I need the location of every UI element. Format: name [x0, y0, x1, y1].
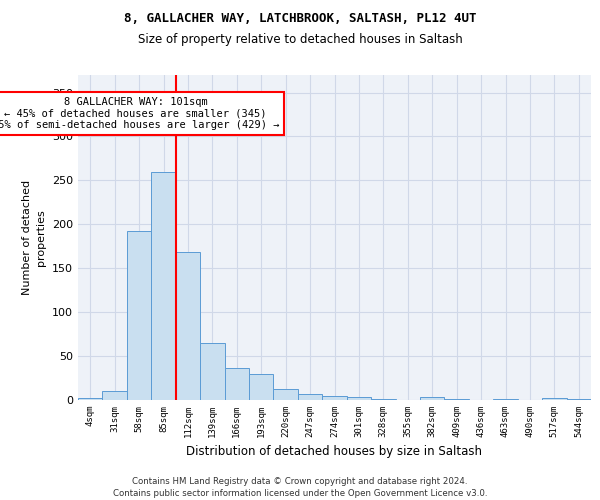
Bar [127, 232, 151, 400]
Text: Size of property relative to detached houses in Saltash: Size of property relative to detached ho… [137, 32, 463, 46]
Bar [322, 396, 347, 400]
Y-axis label: Number of detached
properties: Number of detached properties [22, 180, 46, 295]
Bar [103, 391, 127, 400]
Bar [445, 399, 469, 400]
Bar [200, 343, 224, 400]
Bar [249, 374, 274, 400]
Bar [347, 398, 371, 400]
Bar [420, 398, 445, 400]
Bar [566, 399, 591, 400]
Bar [298, 394, 322, 400]
X-axis label: Distribution of detached houses by size in Saltash: Distribution of detached houses by size … [187, 446, 482, 458]
Bar [542, 398, 566, 400]
Text: 8, GALLACHER WAY, LATCHBROOK, SALTASH, PL12 4UT: 8, GALLACHER WAY, LATCHBROOK, SALTASH, P… [124, 12, 476, 26]
Text: 8 GALLACHER WAY: 101sqm
← 45% of detached houses are smaller (345)
55% of semi-d: 8 GALLACHER WAY: 101sqm ← 45% of detache… [0, 97, 279, 130]
Bar [493, 399, 518, 400]
Bar [151, 172, 176, 400]
Bar [78, 398, 103, 400]
Bar [176, 252, 200, 400]
Bar [224, 368, 249, 400]
Bar [274, 388, 298, 400]
Bar [371, 399, 395, 400]
Text: Contains HM Land Registry data © Crown copyright and database right 2024.
Contai: Contains HM Land Registry data © Crown c… [113, 476, 487, 498]
